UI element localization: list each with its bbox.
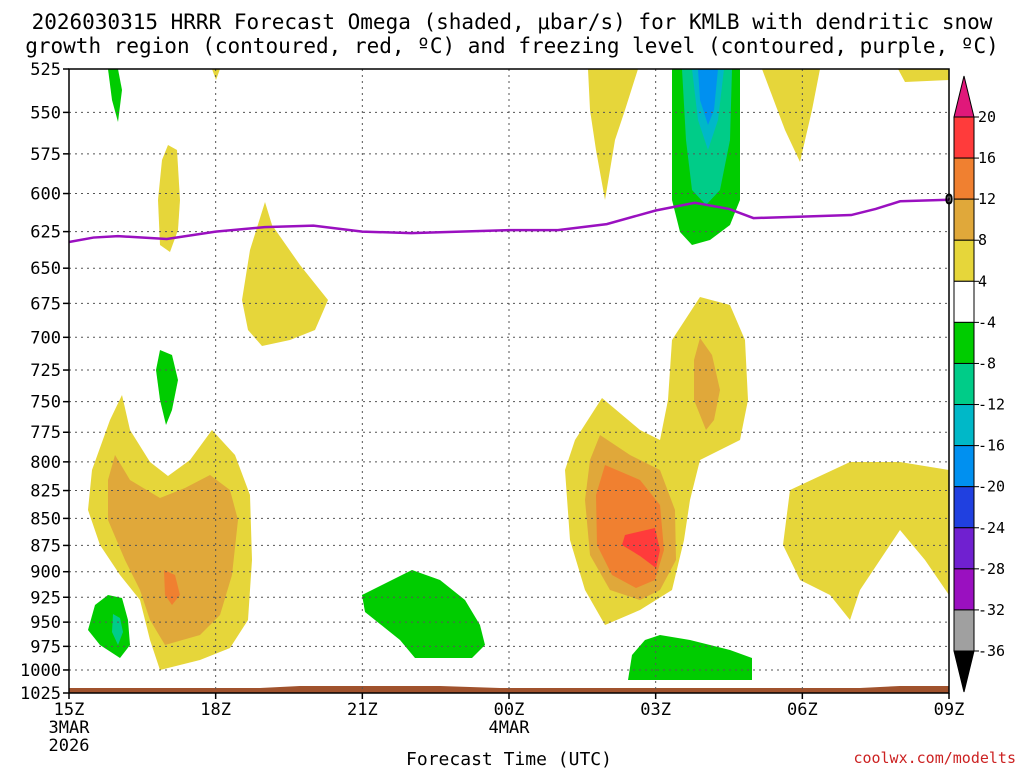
y-tick-label: 1025 — [20, 684, 61, 704]
y-tick-label: 800 — [30, 453, 61, 473]
colorbar-tick-label: -28 — [978, 560, 1005, 578]
omega-region-positive — [108, 69, 122, 122]
credit-text: coolwx.com/modelts — [853, 749, 1016, 767]
omega-region-negative — [698, 69, 718, 125]
omega-region-positive — [242, 202, 328, 346]
x-tick-label: 15Z — [54, 700, 85, 720]
y-tick-label: 900 — [30, 563, 61, 583]
colorbar-swatch — [953, 239, 975, 282]
colorbar-swatch — [953, 527, 975, 570]
y-tick-label: 525 — [30, 60, 61, 80]
omega-region-positive — [212, 69, 220, 80]
y-axis: 525 550 575 600 625 650 675 700 725 750 775 800 825 8… — [20, 60, 69, 704]
omega-region-positive — [158, 145, 180, 252]
colorbar-swatch — [953, 486, 975, 529]
colorbar-tick-label: 12 — [978, 190, 996, 208]
colorbar-swatch — [953, 116, 975, 159]
omega-shading — [69, 69, 949, 693]
y-tick-label: 725 — [30, 361, 61, 381]
y-tick-label: 825 — [30, 482, 61, 502]
colorbar-tick-label: -4 — [978, 313, 996, 331]
y-tick-label: 575 — [30, 145, 61, 165]
colorbar-tick-label: -36 — [978, 642, 1005, 660]
colorbar-tick-label: 20 — [978, 108, 996, 126]
colorbar-bottom-arrow — [953, 650, 975, 693]
omega-region-negative — [628, 635, 752, 680]
y-tick-label: 925 — [30, 588, 61, 608]
colorbar-swatch — [953, 609, 975, 652]
colorbar-swatch — [953, 445, 975, 488]
y-tick-label: 625 — [30, 223, 61, 243]
y-tick-label: 650 — [30, 259, 61, 279]
y-tick-label: 950 — [30, 613, 61, 633]
omega-region-negative — [156, 350, 178, 425]
x-axis-label: Forecast Time (UTC) — [406, 749, 612, 768]
y-tick-label: 600 — [30, 185, 61, 205]
omega-region-positive — [783, 462, 949, 620]
y-tick-label: 850 — [30, 509, 61, 529]
colorbar-swatch — [953, 321, 975, 364]
omega-region-positive — [898, 69, 949, 82]
omega-region-positive — [622, 528, 660, 568]
colorbar-tick-label: -16 — [978, 437, 1005, 455]
omega-region-positive — [762, 69, 820, 162]
colorbar-tick-label: 4 — [978, 272, 987, 290]
colorbar-tick-label: -12 — [978, 396, 1005, 414]
y-tick-label: 700 — [30, 328, 61, 348]
colorbar-swatch — [953, 280, 975, 323]
colorbar-tick-label: -20 — [978, 478, 1005, 496]
colorbar-tick-label: 16 — [978, 149, 996, 167]
chart-title-line-1: 2026030315 HRRR Forecast Omega (shaded, … — [32, 10, 993, 34]
omega-region-negative — [112, 614, 123, 645]
omega-region-positive — [164, 570, 180, 605]
y-tick-label: 750 — [30, 393, 61, 413]
colorbar: 20 16 12 8 4 -4 -8 -12 -16 -20 -24 -28 -32 -36 — [953, 75, 1005, 693]
chart-title-line-2: growth region (contoured, red, ºC) and f… — [25, 34, 999, 58]
colorbar-tick-label: -24 — [978, 519, 1005, 537]
x-tick-label: 03Z — [640, 700, 671, 720]
x-tick-year: 2026 — [49, 736, 90, 756]
x-tick-date: 4MAR — [489, 718, 531, 738]
x-tick-label: 06Z — [787, 700, 818, 720]
terrain-strip — [69, 686, 949, 693]
y-tick-label: 875 — [30, 536, 61, 556]
y-tick-label: 1000 — [20, 661, 61, 681]
x-tick-label: 09Z — [934, 700, 965, 720]
omega-region-positive — [108, 455, 238, 645]
colorbar-tick-label: -32 — [978, 601, 1005, 619]
x-tick-label: 00Z — [494, 700, 525, 720]
y-tick-label: 975 — [30, 637, 61, 657]
omega-region-negative — [362, 570, 485, 658]
y-tick-label: 775 — [30, 423, 61, 443]
colorbar-swatch — [953, 157, 975, 200]
colorbar-swatch — [953, 568, 975, 611]
y-tick-label: 675 — [30, 294, 61, 314]
colorbar-swatch — [953, 362, 975, 406]
colorbar-top-arrow — [953, 75, 975, 118]
x-tick-label: 21Z — [347, 700, 378, 720]
omega-region-positive — [588, 69, 638, 200]
x-tick-date: 3MAR — [49, 718, 91, 738]
colorbar-swatch — [953, 404, 975, 447]
colorbar-tick-label: -8 — [978, 354, 996, 372]
freezing-level-line — [68, 198, 950, 244]
omega-region-positive — [694, 338, 720, 430]
colorbar-swatch — [953, 198, 975, 241]
omega-region-negative — [88, 595, 130, 658]
x-tick-label: 18Z — [200, 700, 231, 720]
y-tick-label: 550 — [30, 103, 61, 123]
colorbar-tick-label: 8 — [978, 231, 987, 249]
